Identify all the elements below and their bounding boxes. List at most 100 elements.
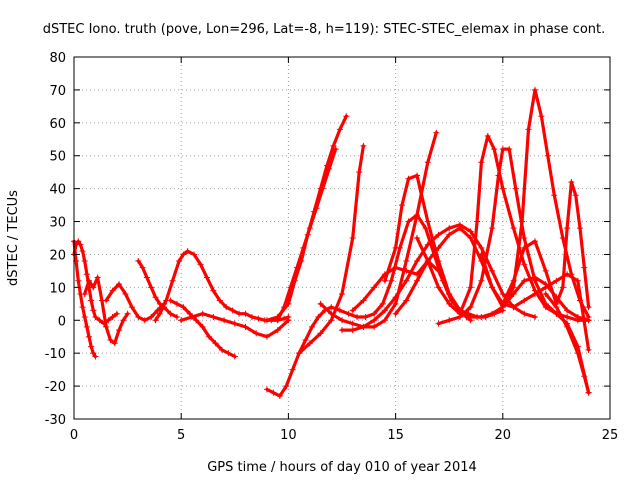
data-point	[283, 383, 290, 390]
data-point	[467, 317, 474, 324]
data-point	[478, 159, 485, 166]
data-point	[456, 225, 463, 232]
data-point	[328, 310, 335, 317]
data-point	[107, 337, 114, 344]
data-point	[156, 310, 163, 317]
data-point	[349, 307, 356, 314]
data-point	[521, 261, 528, 268]
data-point	[538, 113, 545, 120]
data-point	[263, 317, 270, 324]
data-point	[403, 258, 410, 265]
data-point	[77, 241, 84, 248]
data-point	[424, 159, 431, 166]
data-point	[499, 300, 506, 307]
data-point	[345, 310, 352, 317]
data-point	[90, 350, 97, 357]
data-point	[551, 192, 558, 199]
data-point	[446, 317, 453, 324]
data-point	[111, 340, 118, 347]
data-point	[148, 313, 155, 320]
y-tick-label: 80	[49, 51, 66, 66]
data-point	[148, 284, 155, 291]
data-point	[216, 297, 223, 304]
data-point	[274, 327, 281, 334]
data-point	[435, 284, 442, 291]
y-tick-label: -10	[45, 347, 66, 362]
data-point	[585, 313, 592, 320]
series-22	[542, 290, 592, 396]
data-point	[354, 313, 361, 320]
data-point	[343, 113, 350, 120]
data-point	[467, 228, 474, 235]
data-point	[317, 330, 324, 337]
data-point	[173, 313, 180, 320]
data-point	[414, 235, 421, 241]
data-point	[542, 281, 549, 288]
data-point	[128, 304, 135, 311]
data-point	[88, 297, 95, 304]
data-point	[489, 310, 496, 317]
data-point	[349, 235, 356, 241]
x-tick-label: 15	[387, 428, 404, 443]
data-point	[356, 169, 363, 176]
data-point	[191, 251, 198, 258]
data-point	[86, 277, 93, 284]
data-point	[510, 225, 517, 232]
series-line	[319, 131, 438, 329]
data-point	[113, 310, 120, 317]
y-tick-label: 40	[49, 183, 66, 198]
data-point	[392, 264, 399, 271]
data-point	[489, 225, 496, 232]
series-19	[435, 146, 592, 396]
data-point	[521, 277, 528, 284]
series-12	[296, 142, 367, 357]
data-point	[81, 258, 88, 265]
data-point	[242, 323, 249, 330]
data-point	[525, 126, 532, 133]
data-point	[274, 317, 281, 324]
data-point	[414, 277, 421, 284]
data-point	[531, 287, 538, 294]
data-point	[564, 313, 571, 320]
data-point	[186, 310, 193, 317]
data-point	[414, 172, 421, 179]
data-point	[381, 277, 388, 284]
data-point	[143, 274, 150, 281]
data-point	[276, 392, 283, 399]
data-point	[414, 211, 421, 218]
data-point	[491, 146, 498, 153]
data-point	[499, 290, 506, 297]
data-point	[414, 258, 421, 265]
data-point	[585, 304, 592, 311]
data-point	[399, 202, 406, 209]
data-point	[388, 277, 395, 284]
data-point	[92, 313, 99, 320]
data-point	[371, 310, 378, 317]
data-point	[94, 274, 101, 281]
data-point	[319, 185, 326, 192]
data-point	[332, 146, 339, 153]
data-point	[371, 317, 378, 324]
series-6	[152, 248, 292, 324]
data-point	[446, 231, 453, 238]
data-point	[212, 340, 219, 347]
data-point	[510, 277, 517, 284]
data-point	[564, 225, 571, 232]
data-point	[360, 142, 367, 149]
y-tick-label: 0	[58, 314, 66, 329]
data-point	[581, 264, 588, 271]
data-point	[124, 310, 131, 317]
y-tick-label: 10	[49, 281, 66, 296]
y-tick-label: -30	[45, 413, 66, 428]
data-point	[336, 307, 343, 314]
data-point	[362, 313, 369, 320]
series-13	[317, 129, 440, 330]
data-point	[392, 244, 399, 251]
y-tick-label: 70	[49, 84, 66, 99]
data-point	[197, 261, 204, 268]
x-tick-label: 25	[602, 428, 619, 443]
data-point	[371, 323, 378, 330]
data-point	[339, 327, 345, 334]
data-point	[544, 152, 551, 159]
data-point	[75, 277, 82, 284]
